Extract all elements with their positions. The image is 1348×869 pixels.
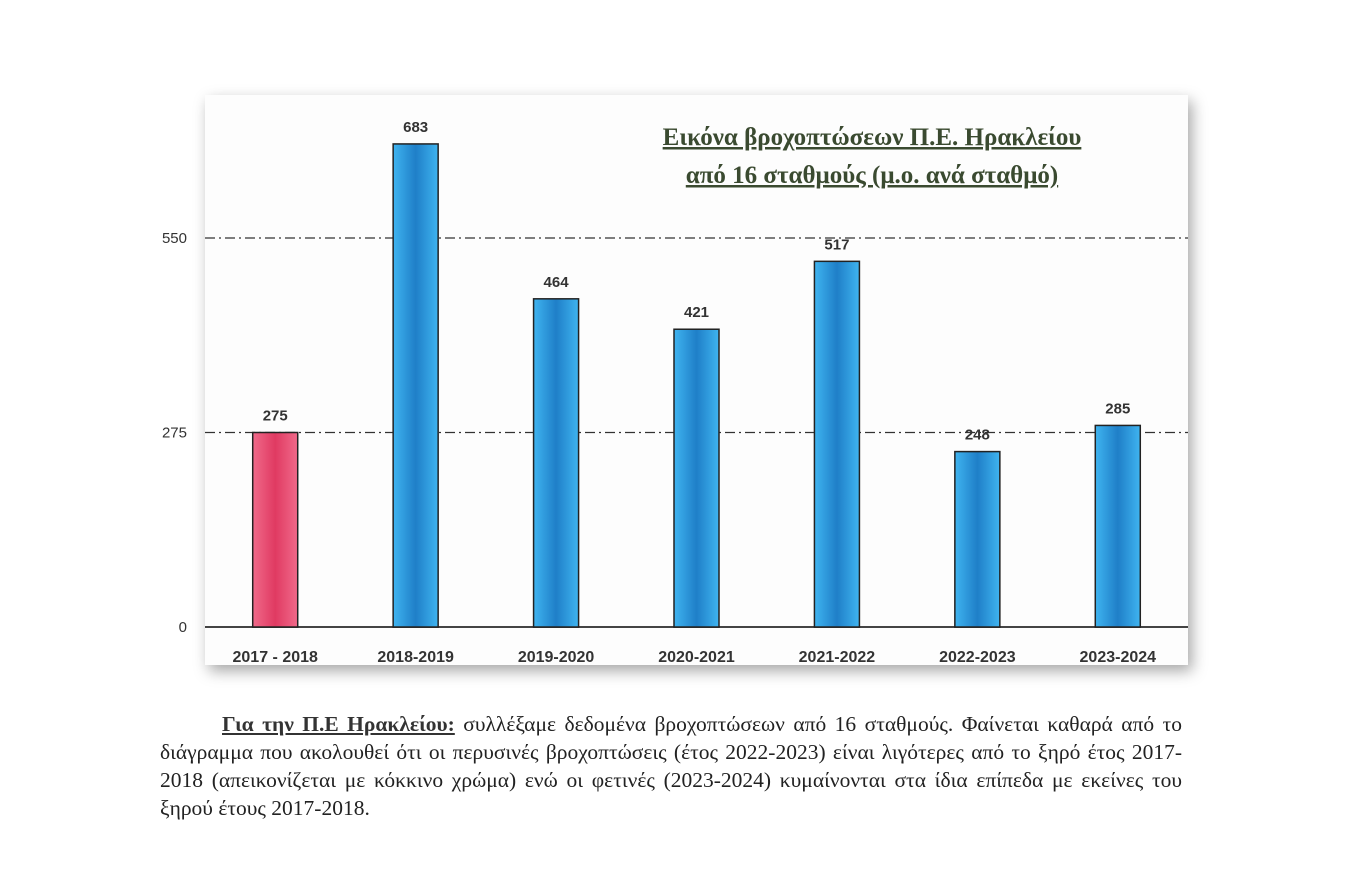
x-tick-label: 2020-2021 xyxy=(658,649,735,666)
bar-2017-2018 xyxy=(251,431,299,628)
chart-title-line2: από 16 σταθμούς (μ.ο. ανά σταθμό) xyxy=(686,162,1058,189)
x-tick-label: 2023-2024 xyxy=(1080,649,1157,666)
paragraph-text: συλλέξαμε δεδομένα βροχοπτώσεων από 16 σ… xyxy=(160,712,1183,820)
y-tick-label: 275 xyxy=(162,425,187,442)
data-label: 464 xyxy=(544,274,570,291)
bar-2018-2019 xyxy=(392,143,439,628)
data-label: 275 xyxy=(263,408,288,425)
paragraph-lead: Για την Π.Ε Ηρακλείου: xyxy=(222,712,455,736)
x-tick-label: 2019-2020 xyxy=(518,649,595,666)
description-paragraph: Για την Π.Ε Ηρακλείου: συλλέξαμε δεδομέν… xyxy=(160,710,1182,822)
chart-title-line1: Εικόνα βροχοπτώσεων Π.Ε. Ηρακλείου xyxy=(663,124,1082,151)
data-label: 421 xyxy=(684,304,709,321)
y-tick-label: 550 xyxy=(162,230,187,247)
bar-2021-2022 xyxy=(813,260,861,628)
bar-2019-2020 xyxy=(532,298,580,628)
data-label: 248 xyxy=(965,427,990,444)
data-label: 683 xyxy=(403,119,428,136)
bar-2022-2023 xyxy=(954,450,1001,628)
y-tick-label: 0 xyxy=(179,619,187,636)
data-label: 517 xyxy=(824,236,849,253)
x-tick-label: 2022-2023 xyxy=(939,649,1016,666)
x-tick-label: 2018-2019 xyxy=(377,649,454,666)
data-label: 285 xyxy=(1105,400,1130,417)
bar-2023-2024 xyxy=(1094,424,1142,628)
bar-2020-2021 xyxy=(673,328,720,628)
x-tick-label: 2017 - 2018 xyxy=(233,649,319,666)
x-tick-label: 2021-2022 xyxy=(799,649,876,666)
